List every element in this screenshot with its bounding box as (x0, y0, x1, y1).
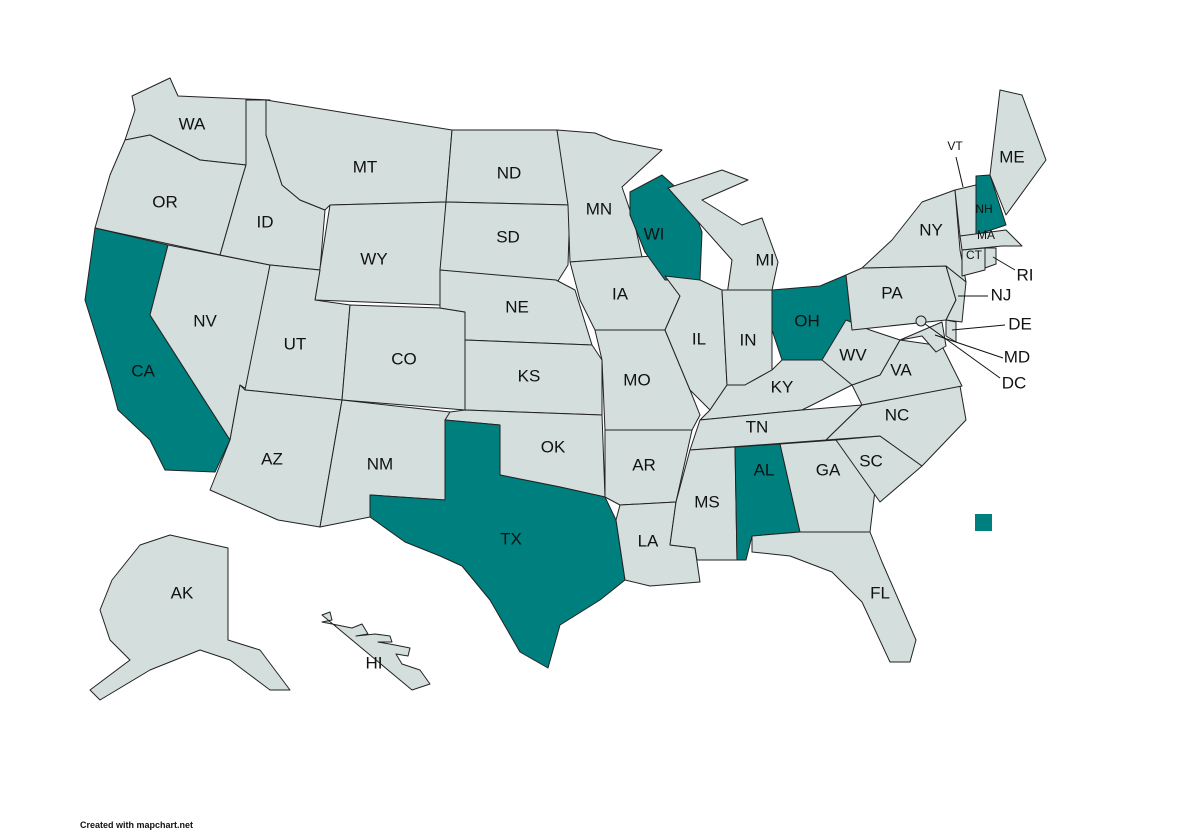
state-label-ny: NY (919, 220, 943, 239)
state-label-id: ID (257, 212, 274, 231)
state-fl[interactable] (751, 531, 917, 663)
state-shape-ak[interactable] (89, 534, 291, 701)
state-label-ut: UT (284, 334, 307, 353)
leader-line-vt (955, 156, 964, 188)
state-ak[interactable] (89, 534, 291, 701)
state-label-nv: NV (193, 311, 217, 330)
state-shape-mi[interactable] (667, 169, 779, 296)
state-label-mi: MI (756, 250, 775, 269)
state-label-ar: AR (632, 455, 656, 474)
state-nj[interactable] (945, 265, 967, 323)
state-hi[interactable] (321, 611, 431, 691)
state-label-in: IN (740, 330, 757, 349)
state-label-me: ME (999, 147, 1025, 166)
credit-text: Created with mapchart.net (80, 820, 194, 830)
state-label-tn: TN (746, 417, 769, 436)
state-label-or: OR (152, 192, 178, 211)
state-label-mo: MO (623, 370, 650, 389)
state-shape-ma[interactable] (959, 229, 1023, 251)
state-label-mn: MN (586, 199, 612, 218)
state-label-vt: VT (947, 139, 963, 153)
state-shape-mt[interactable] (265, 99, 453, 211)
state-shape-md[interactable] (899, 321, 947, 353)
state-label-ri: RI (1017, 265, 1034, 284)
state-label-la: LA (638, 531, 659, 550)
state-label-ia: IA (612, 284, 629, 303)
state-label-az: AZ (261, 449, 283, 468)
state-label-nd: ND (497, 163, 522, 182)
state-shape-ks[interactable] (464, 339, 603, 416)
state-sd[interactable] (439, 201, 571, 285)
state-label-ky: KY (771, 377, 794, 396)
state-label-nj: NJ (991, 285, 1012, 304)
state-tx[interactable] (369, 419, 626, 669)
state-label-pa: PA (881, 283, 903, 302)
state-label-ok: OK (541, 437, 566, 456)
state-label-wy: WY (360, 249, 387, 268)
state-label-hi: HI (366, 653, 383, 672)
leader-line-de (951, 324, 1006, 331)
state-label-sc: SC (859, 451, 883, 470)
state-ct[interactable] (961, 247, 986, 277)
state-ma[interactable] (959, 229, 1023, 251)
state-shape-nj[interactable] (945, 265, 967, 323)
state-label-md: MD (1004, 347, 1030, 366)
state-label-wa: WA (179, 114, 206, 133)
state-label-de: DE (1008, 314, 1032, 333)
state-ks[interactable] (464, 339, 603, 416)
state-shape-hi[interactable] (321, 611, 431, 691)
state-nh[interactable] (975, 174, 1007, 236)
state-shape-de[interactable] (945, 319, 957, 343)
state-mt[interactable] (265, 99, 453, 211)
state-label-co: CO (391, 349, 417, 368)
state-mi[interactable] (667, 169, 779, 296)
state-shape-me[interactable] (989, 89, 1047, 216)
legend-swatch-highlighted (975, 514, 992, 531)
state-label-sd: SD (496, 227, 520, 246)
state-label-fl: FL (870, 583, 890, 602)
state-label-wv: WV (839, 345, 867, 364)
state-label-il: IL (692, 329, 706, 348)
state-label-ma: MA (977, 228, 995, 242)
state-md[interactable] (899, 321, 947, 353)
state-shape-nh[interactable] (975, 174, 1007, 236)
state-label-va: VA (890, 360, 912, 379)
state-label-ga: GA (816, 460, 841, 479)
state-label-nm: NM (367, 454, 393, 473)
state-label-ak: AK (171, 583, 194, 602)
state-shape-sd[interactable] (439, 201, 571, 285)
state-label-ct: CT (966, 248, 983, 262)
state-label-nh: NH (975, 202, 992, 216)
state-label-ca: CA (131, 361, 155, 380)
state-label-ks: KS (518, 366, 541, 385)
state-label-dc: DC (1002, 373, 1027, 392)
state-me[interactable] (989, 89, 1047, 216)
leader-line-ri (992, 256, 1016, 271)
leader-line-dc (920, 320, 1001, 379)
state-label-tx: TX (500, 529, 522, 548)
state-label-ms: MS (694, 492, 720, 511)
state-label-nc: NC (885, 405, 910, 424)
state-label-oh: OH (794, 311, 820, 330)
state-ri[interactable] (984, 247, 997, 269)
dc-marker[interactable] (915, 315, 927, 327)
state-de[interactable] (945, 319, 957, 343)
state-shape-fl[interactable] (751, 531, 917, 663)
state-shape-ct[interactable] (961, 247, 986, 277)
state-shape-ri[interactable] (984, 247, 997, 269)
state-label-ne: NE (505, 297, 529, 316)
state-label-mt: MT (353, 157, 378, 176)
state-label-wi: WI (644, 224, 665, 243)
state-label-al: AL (754, 460, 775, 479)
state-shape-tx[interactable] (369, 419, 626, 669)
